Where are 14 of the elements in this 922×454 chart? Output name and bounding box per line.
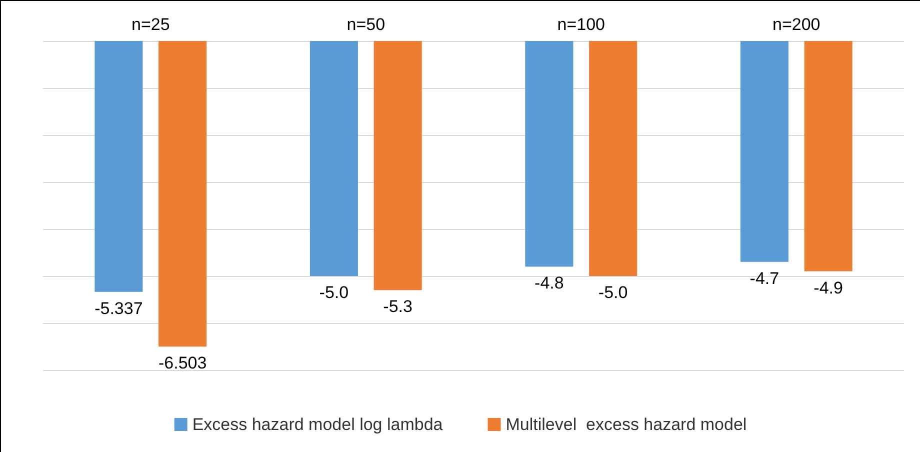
data-label: -5.337	[94, 298, 143, 318]
data-label: -6.503	[158, 354, 207, 373]
data-label: -4.9	[814, 278, 843, 298]
x-tick-label: n=25	[131, 15, 170, 34]
data-label: -5.0	[319, 283, 349, 302]
data-label: -4.8	[534, 274, 564, 293]
data-label: -5.3	[383, 297, 412, 316]
data-label: -5.0	[598, 283, 628, 302]
data-label: -4.7	[750, 268, 780, 288]
legend-label: Excess hazard model log lambda	[192, 415, 444, 434]
legend-label: Multilevel excess hazard model	[506, 415, 747, 434]
x-tick-label: n=200	[772, 15, 820, 34]
x-tick-label: n=50	[346, 15, 386, 34]
x-tick-label: n=100	[557, 15, 605, 34]
